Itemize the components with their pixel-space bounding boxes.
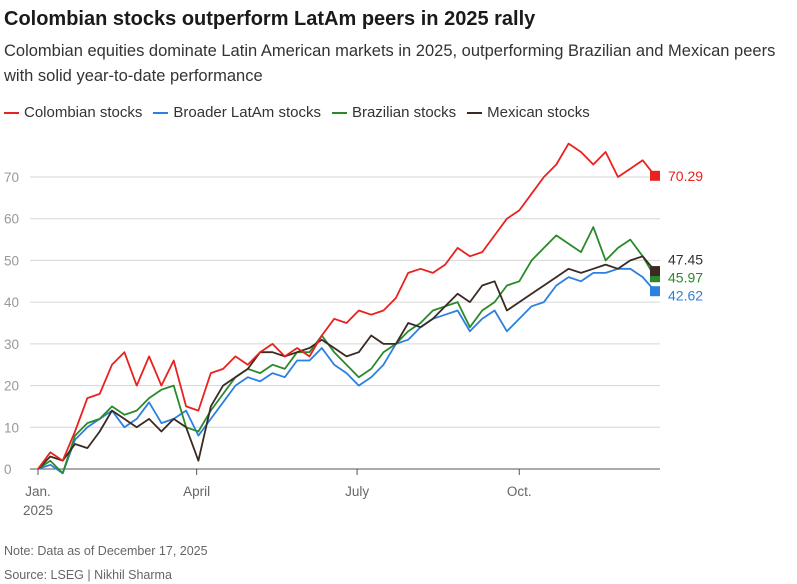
series-end-label: 45.97	[668, 270, 703, 286]
y-tick-label: 0	[4, 462, 12, 477]
x-tick-label: Oct.	[507, 484, 532, 499]
chart-source: Source: LSEG | Nikhil Sharma	[4, 568, 172, 582]
y-tick-label: 10	[4, 420, 19, 435]
y-tick-label: 30	[4, 337, 19, 352]
legend-label-colombian: Colombian stocks	[24, 104, 143, 121]
legend-label-brazilian: Brazilian stocks	[351, 104, 457, 121]
legend-item-colombian: Colombian stocks	[4, 104, 142, 121]
x-tick-label: July	[345, 484, 369, 499]
series-line	[37, 267, 656, 475]
series-end-label: 47.45	[668, 252, 703, 268]
legend-swatch-colombian	[4, 111, 19, 114]
chart-subtitle: Colombian equities dominate Latin Americ…	[4, 42, 776, 85]
line-chart: 0 10 20 30 40 50 60 70 Jan. 2025 April July Oct. 70.2…	[4, 142, 703, 518]
legend-swatch-brazilian	[331, 111, 347, 114]
x-tick-label: Jan.	[25, 484, 51, 499]
series-line	[37, 142, 656, 470]
legend-swatch-mexican	[467, 111, 483, 114]
legend-item-latam: Broader LatAm stocks	[153, 104, 321, 121]
legend: Colombian stocks Broader LatAm stocks Br…	[4, 104, 601, 121]
series-end-marker	[650, 272, 660, 283]
y-tick-label: 60	[4, 212, 19, 227]
x-tick-label: April	[183, 484, 210, 499]
series-end-label: 42.62	[668, 287, 703, 303]
y-tick-label: 50	[4, 253, 19, 268]
series-end-label: 70.29	[668, 168, 703, 184]
y-tick-label: 20	[4, 379, 19, 394]
legend-swatch-latam	[153, 111, 169, 114]
series-line	[37, 226, 656, 475]
legend-item-mexican: Mexican stocks	[467, 104, 590, 121]
series-line	[37, 255, 656, 470]
series-end-marker	[650, 266, 660, 277]
series-end-marker	[650, 170, 660, 181]
legend-item-brazilian: Brazilian stocks	[331, 104, 457, 121]
y-tick-label: 40	[4, 295, 19, 310]
legend-label-latam: Broader LatAm stocks	[173, 104, 321, 121]
x-tick-sublabel: 2025	[23, 503, 53, 518]
chart-title: Colombian stocks outperform LatAm peers …	[4, 8, 536, 30]
series-end-marker	[650, 286, 660, 297]
legend-label-mexican: Mexican stocks	[487, 104, 590, 121]
chart-note: Note: Data as of December 17, 2025	[4, 544, 208, 558]
y-tick-label: 70	[4, 170, 19, 185]
